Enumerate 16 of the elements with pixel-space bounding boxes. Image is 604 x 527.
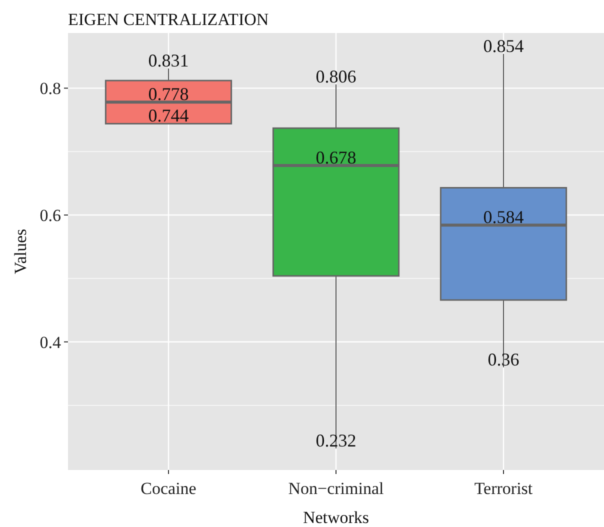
annotation: 0.806 [316, 66, 356, 86]
annotation: 0.744 [148, 106, 189, 126]
annotation: 0.831 [148, 50, 189, 71]
y-tick-label: 0.6 [40, 206, 61, 225]
annotation: 0.584 [483, 207, 524, 228]
y-tick-label: 0.4 [40, 332, 62, 352]
y-axis-title: Values [11, 228, 30, 274]
x-tick-label: Non−criminal [288, 479, 384, 498]
y-tick-label: 0.8 [40, 79, 61, 98]
annotation: 0.778 [148, 84, 189, 104]
annotation: 0.678 [316, 148, 356, 168]
annotation: 0.854 [483, 36, 524, 56]
x-tick-label: Terrorist [474, 479, 533, 498]
x-tick-label: Cocaine [140, 479, 196, 498]
x-axis-title: Networks [302, 508, 370, 527]
chart-title: EIGEN CENTRALIZATION [68, 10, 269, 29]
